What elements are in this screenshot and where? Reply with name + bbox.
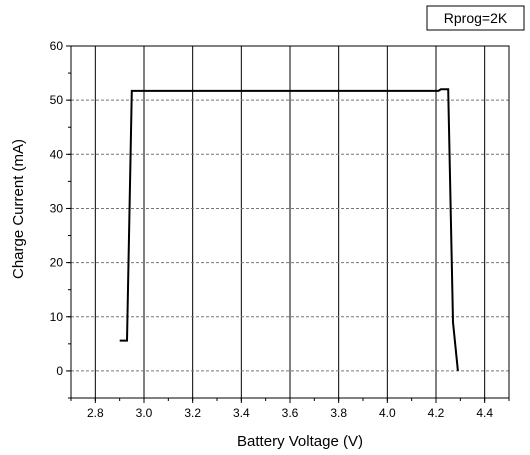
x-tick-label: 4.0: [379, 406, 396, 420]
y-tick-label: 50: [50, 93, 64, 107]
y-axis-label: Charge Current (mA): [10, 139, 27, 279]
grid-lines: [71, 45, 509, 398]
legend-label: Rprog=2K: [444, 10, 508, 26]
x-tick-label: 3.0: [136, 406, 153, 420]
x-tick-label: 3.2: [184, 406, 201, 420]
y-tick-label: 30: [50, 201, 64, 215]
legend-box: [426, 5, 525, 31]
x-tick-label: 3.4: [233, 406, 250, 420]
tick-marks: [66, 45, 510, 403]
x-tick-label: 4.2: [428, 406, 445, 420]
y-tick-label: 60: [50, 39, 64, 53]
tick-labels: 2.8 3.0 3.2 3.4 3.6 3.8 4.0 4.2 4.4 0 10 20 30 40 50 60: [50, 39, 494, 420]
y-tick-label: 0: [56, 364, 63, 378]
series-layer: [119, 88, 459, 372]
series-line: [119, 88, 459, 372]
x-tick-label: 3.6: [282, 406, 299, 420]
x-axis-label: Battery Voltage (V): [237, 433, 363, 450]
legend: Rprog=2K: [426, 5, 525, 31]
y-tick-label: 10: [50, 310, 64, 324]
x-tick-label: 4.4: [476, 406, 493, 420]
y-tick-label: 40: [50, 147, 64, 161]
y-tick-label: 20: [50, 256, 64, 270]
x-tick-label: 3.8: [330, 406, 347, 420]
x-tick-label: 2.8: [87, 406, 104, 420]
